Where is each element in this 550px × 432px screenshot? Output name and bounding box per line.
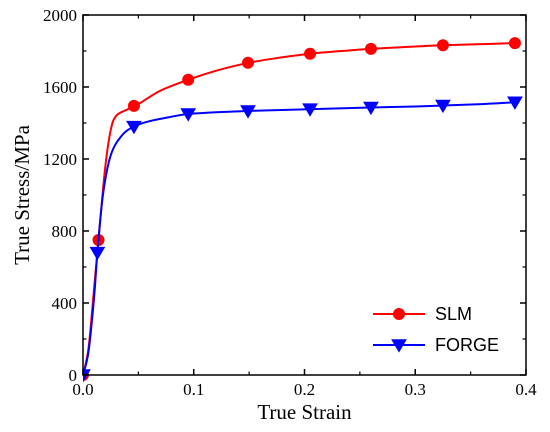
x-tick-label: 0.0 <box>72 380 93 399</box>
data-point-forge <box>435 99 451 114</box>
data-point-slm <box>364 42 377 55</box>
data-point-slm <box>242 56 255 69</box>
y-tick-label: 400 <box>52 294 78 313</box>
data-point-forge <box>363 101 379 116</box>
legend-marker <box>393 308 405 320</box>
legend-marker <box>391 339 407 353</box>
data-point-slm <box>127 99 140 112</box>
data-point-slm <box>182 73 195 86</box>
x-tick-label: 0.4 <box>515 380 537 399</box>
y-tick-label: 1600 <box>43 78 77 97</box>
data-point-forge <box>89 246 106 261</box>
legend-item-forge: FORGE <box>373 335 499 355</box>
data-point-forge <box>507 96 523 110</box>
y-tick-label: 0 <box>69 366 78 385</box>
legend-label: FORGE <box>435 335 499 355</box>
y-axis-label: True Stress/MPa <box>10 124 34 265</box>
data-point-forge <box>240 105 256 119</box>
y-tick-label: 800 <box>52 222 78 241</box>
ticks-layer: 0.0 0.1 0.2 0.3 0.4 0 400 800 1200 1600 2000 <box>43 6 537 399</box>
x-tick-label: 0.1 <box>183 380 204 399</box>
data-point-slm <box>304 47 317 60</box>
data-point-forge <box>302 103 318 117</box>
legend: SLM FORGE <box>373 304 499 355</box>
data-point-slm <box>436 39 449 52</box>
data-point-forge <box>126 120 142 135</box>
series-line-slm <box>83 42 515 376</box>
series-layer <box>83 37 523 383</box>
legend-item-slm: SLM <box>373 304 472 324</box>
x-tick-label: 0.2 <box>294 380 315 399</box>
x-tick-label: 0.3 <box>405 380 426 399</box>
x-axis-label: True Strain <box>257 400 352 424</box>
series-slm <box>83 37 521 381</box>
data-point-slm <box>508 37 521 50</box>
data-point-forge <box>180 108 197 122</box>
series-forge <box>83 96 523 383</box>
legend-label: SLM <box>435 304 472 324</box>
y-tick-label: 1200 <box>43 150 77 169</box>
y-tick-label: 2000 <box>43 6 77 25</box>
